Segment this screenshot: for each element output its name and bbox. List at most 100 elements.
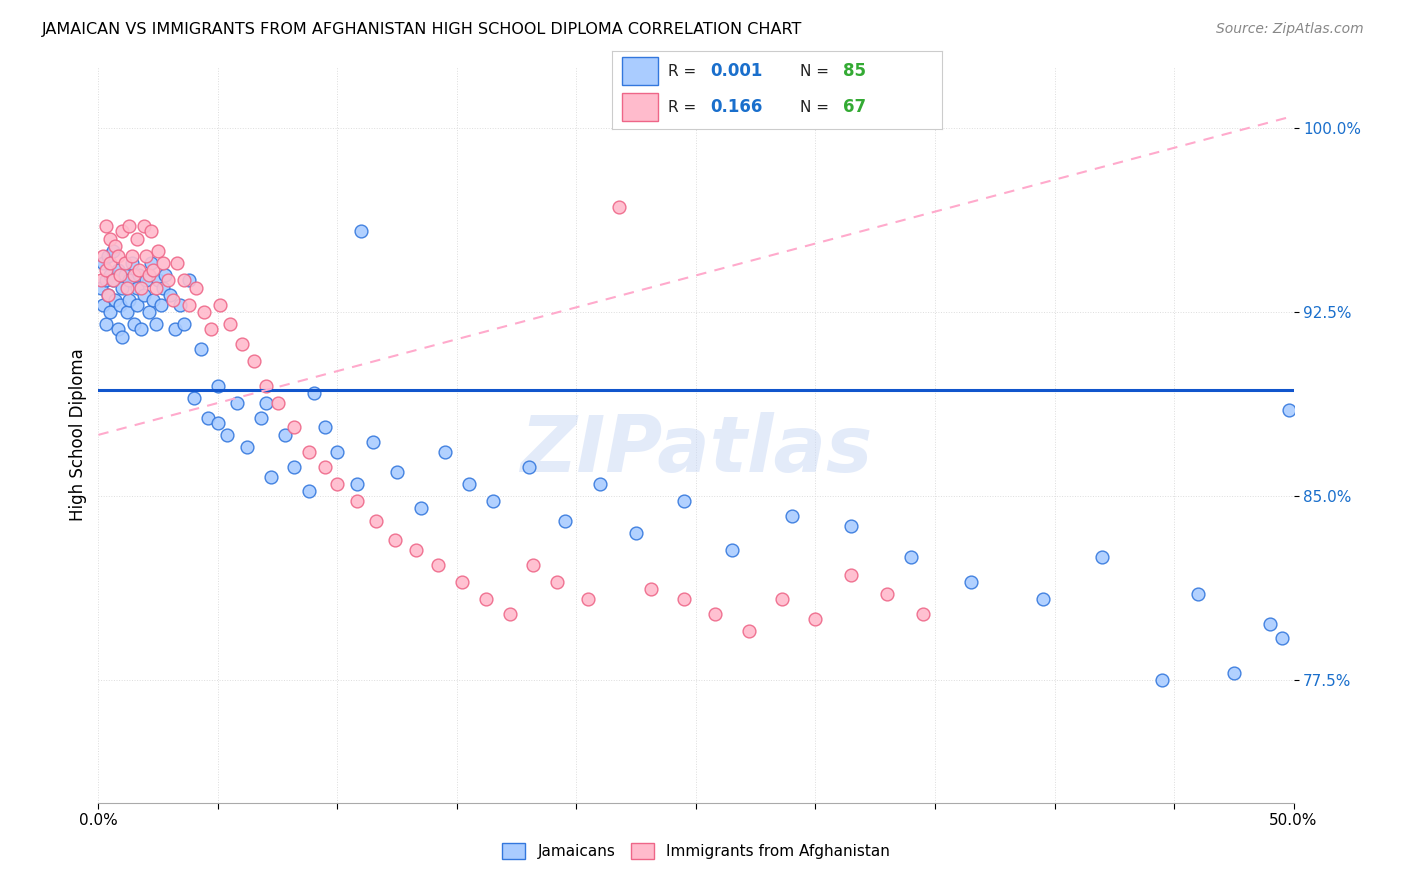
Point bbox=[640, 582, 662, 597]
Point bbox=[169, 298, 191, 312]
Point bbox=[737, 624, 759, 638]
Point bbox=[152, 256, 174, 270]
Point bbox=[132, 219, 155, 234]
Point bbox=[274, 427, 297, 442]
Point bbox=[243, 354, 266, 368]
Point bbox=[159, 288, 181, 302]
Point bbox=[1091, 550, 1114, 565]
Point bbox=[90, 273, 112, 287]
Point bbox=[481, 494, 505, 508]
Point bbox=[149, 298, 172, 312]
Text: 67: 67 bbox=[844, 98, 866, 116]
Point bbox=[384, 533, 406, 548]
Point bbox=[114, 256, 136, 270]
Point bbox=[235, 440, 257, 454]
Point bbox=[434, 445, 457, 459]
Point bbox=[155, 268, 177, 283]
Point bbox=[250, 410, 273, 425]
Point bbox=[138, 268, 160, 283]
Point bbox=[411, 501, 433, 516]
Point bbox=[124, 318, 146, 332]
Point bbox=[131, 280, 153, 294]
Point bbox=[254, 378, 277, 392]
Bar bbox=[621, 94, 658, 121]
Point bbox=[142, 293, 165, 307]
Point bbox=[209, 298, 232, 312]
Text: 0.166: 0.166 bbox=[710, 98, 763, 116]
Point bbox=[108, 298, 131, 312]
Point bbox=[98, 256, 122, 270]
Point bbox=[179, 298, 201, 312]
Point bbox=[101, 273, 124, 287]
Y-axis label: High School Diploma: High School Diploma bbox=[69, 349, 87, 521]
Point bbox=[101, 244, 124, 258]
Text: R =: R = bbox=[668, 63, 702, 78]
Point bbox=[125, 280, 148, 294]
Point bbox=[804, 612, 827, 626]
Point bbox=[128, 263, 150, 277]
Point bbox=[589, 476, 612, 491]
Point bbox=[138, 305, 160, 319]
Point bbox=[142, 263, 165, 277]
Text: N =: N = bbox=[800, 63, 834, 78]
Point bbox=[91, 298, 114, 312]
Point bbox=[1271, 632, 1294, 646]
Point bbox=[107, 263, 129, 277]
Point bbox=[219, 318, 242, 332]
Point bbox=[283, 459, 305, 474]
Point bbox=[200, 322, 222, 336]
Point bbox=[145, 318, 167, 332]
Text: 0.001: 0.001 bbox=[710, 62, 763, 80]
Point bbox=[94, 219, 117, 234]
Point bbox=[145, 280, 167, 294]
Point bbox=[118, 219, 141, 234]
Point bbox=[1223, 665, 1246, 680]
Point bbox=[107, 322, 129, 336]
Point bbox=[97, 249, 120, 263]
Point bbox=[115, 305, 138, 319]
Point bbox=[94, 318, 117, 332]
Point bbox=[911, 607, 934, 621]
Point bbox=[94, 273, 117, 287]
Point bbox=[125, 298, 148, 312]
Point bbox=[770, 592, 793, 607]
Point bbox=[1278, 403, 1301, 417]
Text: R =: R = bbox=[668, 100, 702, 115]
Point bbox=[104, 293, 127, 307]
Point bbox=[346, 494, 368, 508]
Point bbox=[179, 273, 201, 287]
Point bbox=[673, 494, 696, 508]
Point bbox=[104, 239, 127, 253]
Point bbox=[111, 329, 134, 343]
Point bbox=[217, 427, 239, 442]
Point bbox=[1032, 592, 1054, 607]
Point bbox=[1187, 587, 1209, 601]
Point bbox=[162, 293, 184, 307]
Point bbox=[498, 607, 520, 621]
Point bbox=[135, 249, 157, 263]
Point bbox=[385, 465, 409, 479]
Point bbox=[231, 337, 253, 351]
Point bbox=[108, 268, 131, 283]
Point bbox=[298, 484, 321, 499]
Point bbox=[121, 249, 143, 263]
Point bbox=[148, 273, 170, 287]
Point bbox=[131, 322, 153, 336]
Point bbox=[163, 322, 186, 336]
Point bbox=[405, 543, 427, 558]
Point bbox=[1152, 673, 1174, 687]
Bar bbox=[621, 57, 658, 86]
Point bbox=[450, 574, 472, 589]
Point bbox=[139, 224, 162, 238]
Point bbox=[207, 416, 229, 430]
Point bbox=[173, 273, 195, 287]
Point bbox=[186, 280, 208, 294]
Point bbox=[190, 342, 212, 356]
Point bbox=[326, 476, 349, 491]
Point bbox=[118, 273, 141, 287]
Point bbox=[156, 273, 179, 287]
Point bbox=[98, 231, 122, 245]
Point bbox=[517, 459, 540, 474]
Point bbox=[132, 288, 155, 302]
Point bbox=[135, 273, 157, 287]
